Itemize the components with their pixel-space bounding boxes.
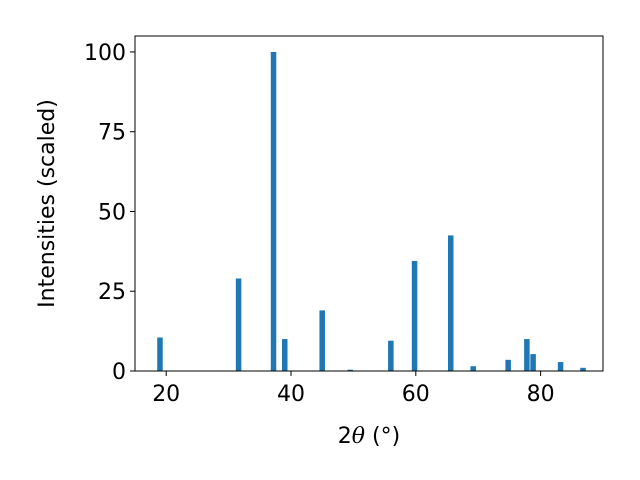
x-axis-label: 2θ (°) — [338, 424, 400, 449]
bar — [157, 337, 163, 371]
bar — [235, 278, 242, 371]
bar — [530, 354, 536, 371]
bar — [524, 339, 530, 371]
bar — [505, 359, 511, 371]
x-tick-label: 60 — [402, 382, 430, 407]
plot-frame — [134, 35, 604, 372]
y-tick-label: 50 — [98, 200, 126, 225]
x-tick-label: 80 — [527, 382, 555, 407]
y-tick-label: 100 — [84, 41, 126, 66]
x-axis-label-prefix: 2 — [338, 424, 352, 449]
bar — [282, 339, 288, 371]
bar — [388, 340, 394, 371]
x-tick-label: 40 — [277, 382, 305, 407]
bar — [447, 235, 454, 371]
bar — [470, 366, 476, 371]
bar — [557, 362, 564, 371]
bar — [347, 369, 354, 371]
bar — [411, 260, 418, 371]
bar — [580, 367, 586, 371]
bars-layer — [157, 51, 586, 371]
y-tick-label: 0 — [112, 360, 126, 385]
y-tick-label: 75 — [98, 121, 126, 146]
y-axis-label: Intensities (scaled) — [35, 99, 60, 308]
x-axis-label-unit: (°) — [365, 424, 400, 449]
bar — [270, 51, 277, 371]
x-axis-label-symbol: θ — [352, 424, 365, 449]
ticks-layer: 20 40 60 80 0 25 50 75 100 — [84, 41, 555, 407]
y-tick-label: 25 — [98, 280, 126, 305]
bar — [319, 310, 325, 371]
x-tick-label: 20 — [152, 382, 180, 407]
